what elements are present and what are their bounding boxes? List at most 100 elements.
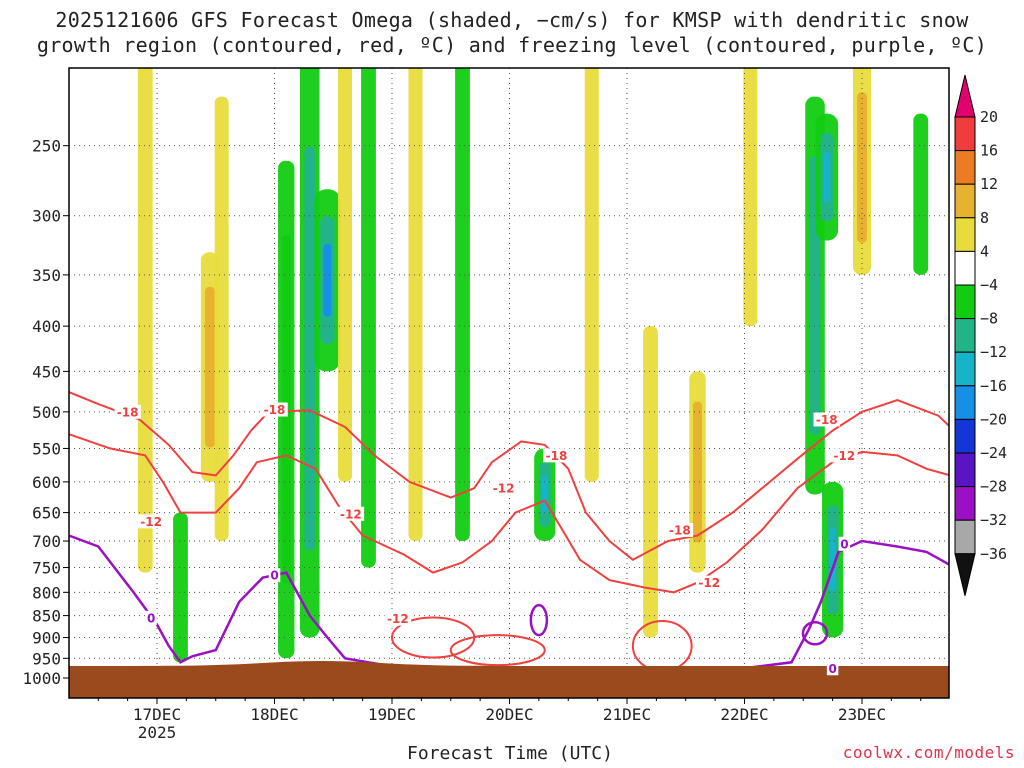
contour-label: -12 <box>340 507 362 521</box>
y-tick-label: 950 <box>32 649 61 668</box>
colorbar-tick-label: −36 <box>980 545 1007 563</box>
colorbar-segment <box>954 116 976 152</box>
contour-label-bg <box>261 402 288 417</box>
omega-region <box>913 113 929 275</box>
contour-label-bg <box>137 514 165 529</box>
colorbar-tick-label: −32 <box>980 511 1007 529</box>
x-tick-label: 20DEC <box>485 705 533 724</box>
contour-labels: -18 -12 -18 -12 -12 -12 -18 -18 -12 -18 -12 0 0 0 0 <box>114 402 858 676</box>
y-axis: 250 300 350 400 450 500 550 600 650 700 750 800 850 9… <box>22 137 69 688</box>
omega-region <box>338 68 352 482</box>
y-tick-label: 600 <box>32 473 61 492</box>
omega-region <box>584 68 599 482</box>
contour-label: -12 <box>140 515 162 529</box>
contour-label-bg <box>696 575 723 590</box>
omega-region <box>643 326 658 638</box>
colorbar-segment <box>954 452 976 488</box>
contour-label-bg <box>145 610 157 625</box>
contour-label-bg <box>543 448 570 463</box>
chart-title-line1: 2025121606 GFS Forecast Omega (shaded, −… <box>55 8 969 32</box>
colorbar-tick-label: 4 <box>980 242 989 260</box>
x-axis-label: Forecast Time (UTC) <box>407 743 613 764</box>
omega-peak <box>823 151 831 203</box>
omega-region <box>455 68 470 542</box>
freezing-loop <box>801 621 829 646</box>
x-tick-sublabel: 2025 <box>138 723 177 742</box>
dgz-minus12-contour <box>69 433 949 594</box>
y-tick-label: 750 <box>32 559 61 578</box>
freezing-loop <box>529 603 549 637</box>
omega-region <box>361 68 376 568</box>
contour-label: 0 <box>270 569 278 583</box>
colorbar-tick-label: −4 <box>980 276 998 294</box>
contour-label: 0 <box>840 537 848 551</box>
contour-label: -18 <box>117 405 139 419</box>
y-tick-label: 800 <box>32 583 61 602</box>
colorbar-tick-label: −28 <box>980 478 1007 496</box>
y-tick-label: 450 <box>32 362 61 381</box>
colorbar-tick-label: −24 <box>980 444 1007 462</box>
contour-label-bg <box>268 568 281 583</box>
colorbar-segment <box>954 150 976 185</box>
y-tick-label: 650 <box>32 504 61 523</box>
contour-label-bg <box>826 661 839 676</box>
colorbar-tick-label: 12 <box>980 175 998 193</box>
colorbar-tick-label: −8 <box>980 310 998 328</box>
y-tick-label: 300 <box>32 207 61 226</box>
colorbar-top-arrow <box>954 74 976 118</box>
omega-region <box>408 68 423 542</box>
omega-region <box>173 512 188 663</box>
colorbar-tick-label: −16 <box>980 377 1007 395</box>
y-tick-label: 250 <box>32 137 61 156</box>
contour-label: -18 <box>816 413 838 427</box>
colorbar-segment <box>954 486 976 521</box>
y-tick-label: 350 <box>32 266 61 285</box>
credit-link[interactable]: coolwx.com/models <box>842 743 1015 762</box>
contour-label-bg <box>813 412 840 427</box>
y-tick-label: 1000 <box>22 669 61 688</box>
x-tick-label: 18DEC <box>250 705 298 724</box>
colorbar-tick-label: 8 <box>980 209 989 227</box>
colorbar-tick-label: 20 <box>980 108 998 126</box>
colorbar-segment <box>954 217 976 252</box>
contour-label: 0 <box>147 611 155 625</box>
x-tick-label: 23DEC <box>838 705 886 724</box>
contour-label: -18 <box>546 449 568 463</box>
y-tick-label: 400 <box>32 317 61 336</box>
contour-label-bg <box>838 536 851 551</box>
chart-title-line2: growth region (contoured, red, ºC) and f… <box>36 33 988 57</box>
y-tick-label: 850 <box>32 607 61 626</box>
contour-label: -18 <box>669 523 691 537</box>
y-tick-label: 550 <box>32 439 61 458</box>
colorbar-segment <box>954 385 976 420</box>
omega-core <box>204 286 215 448</box>
dgz-loop <box>449 634 546 667</box>
contour-label: -12 <box>698 576 720 590</box>
grid <box>69 68 949 698</box>
x-tick-label: 22DEC <box>720 705 768 724</box>
colorbar-segment <box>954 318 976 353</box>
contour-label: -12 <box>834 449 856 463</box>
omega-region <box>743 68 758 327</box>
contour-label: -12 <box>387 612 409 626</box>
y-tick-label: 500 <box>32 403 61 422</box>
omega-core <box>692 401 703 543</box>
x-tick-label: 17DEC <box>133 705 181 724</box>
colorbar-segment <box>954 284 976 320</box>
colorbar-segment <box>954 183 976 219</box>
contour-label: -12 <box>493 482 515 496</box>
colorbar-tick-label: −12 <box>980 343 1007 361</box>
terrain <box>69 661 949 698</box>
colorbar-tick-label: −20 <box>980 410 1007 428</box>
omega-region <box>214 96 229 542</box>
contour-label-bg <box>384 611 412 626</box>
omega-core <box>304 146 316 551</box>
colorbar: 20 16 12 8 4 −4 −8 −12 −16 −20 −24 −28 −32 −36 <box>954 74 1007 596</box>
y-tick-label: 700 <box>32 532 61 551</box>
contour-label: 0 <box>828 662 836 676</box>
colorbar-segment <box>954 418 976 454</box>
colorbar-tick-label: 16 <box>980 142 998 160</box>
contour-label-bg <box>337 506 365 521</box>
colorbar-segment <box>954 519 976 555</box>
